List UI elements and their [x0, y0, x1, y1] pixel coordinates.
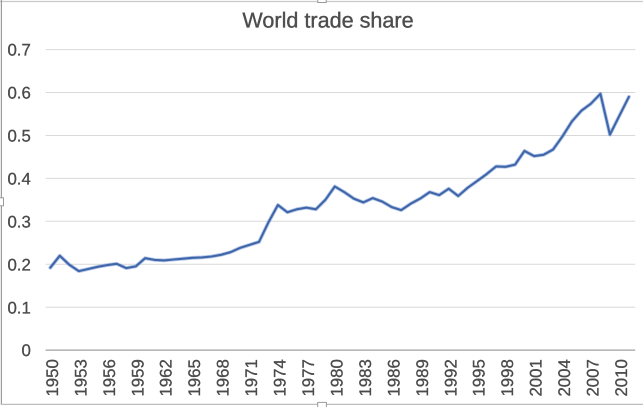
svg-text:0.2: 0.2	[7, 255, 30, 274]
svg-text:1986: 1986	[384, 359, 403, 396]
svg-text:2007: 2007	[584, 359, 603, 396]
svg-text:0.7: 0.7	[7, 41, 30, 60]
svg-text:0.6: 0.6	[7, 84, 30, 103]
svg-text:1965: 1965	[185, 359, 204, 396]
svg-text:1980: 1980	[327, 359, 346, 396]
svg-text:1968: 1968	[214, 359, 233, 396]
svg-text:0.5: 0.5	[7, 127, 30, 146]
svg-text:2001: 2001	[527, 359, 546, 396]
svg-text:1971: 1971	[242, 359, 261, 396]
svg-text:1995: 1995	[470, 359, 489, 396]
svg-text:1956: 1956	[100, 359, 119, 396]
svg-text:1974: 1974	[271, 359, 290, 396]
svg-text:0.1: 0.1	[7, 298, 30, 317]
svg-text:1953: 1953	[71, 359, 90, 396]
svg-text:1959: 1959	[128, 359, 147, 396]
svg-text:World trade share: World trade share	[242, 8, 413, 33]
svg-text:1983: 1983	[356, 359, 375, 396]
svg-text:0.3: 0.3	[7, 212, 30, 231]
svg-text:1992: 1992	[441, 359, 460, 396]
svg-text:1962: 1962	[157, 359, 176, 396]
svg-text:0.4: 0.4	[7, 170, 30, 189]
svg-text:1977: 1977	[299, 359, 318, 396]
svg-text:1998: 1998	[498, 359, 517, 396]
svg-text:2004: 2004	[555, 359, 574, 396]
svg-text:0: 0	[21, 341, 30, 360]
svg-text:2010: 2010	[612, 359, 631, 396]
svg-text:1989: 1989	[413, 359, 432, 396]
svg-text:1950: 1950	[43, 359, 62, 396]
